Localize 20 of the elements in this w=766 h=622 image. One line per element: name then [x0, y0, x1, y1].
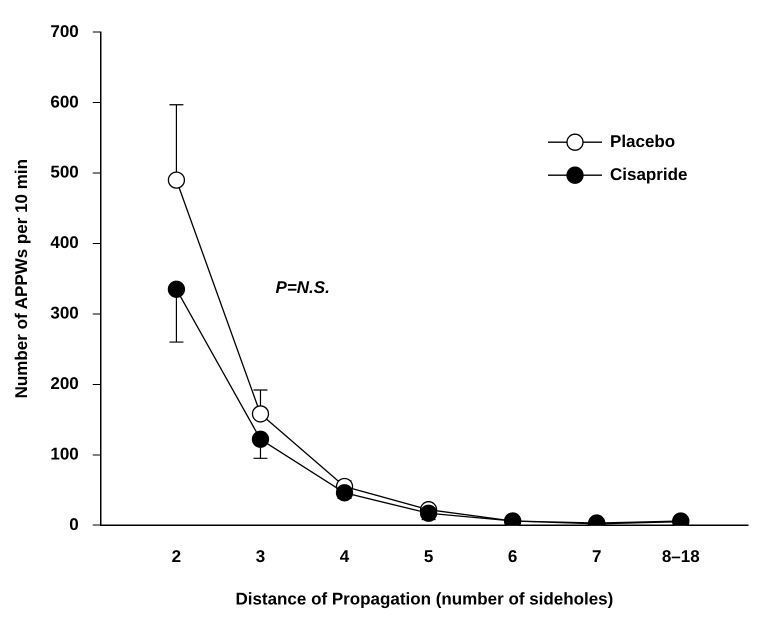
- y-tick-label: 500: [50, 162, 79, 182]
- x-tick-label: 7: [592, 547, 602, 566]
- y-tick-label: 600: [50, 92, 79, 112]
- x-tick-label: 4: [340, 547, 350, 566]
- y-tick-label: 300: [50, 304, 79, 323]
- y-axis-title: Number of APPWs per 10 min: [12, 159, 31, 398]
- y-tick-label: 0: [69, 514, 79, 534]
- y-tick-label: 700: [50, 22, 79, 41]
- legend-label: Cisapride: [610, 164, 688, 184]
- x-tick-label: 5: [424, 547, 434, 566]
- x-tick-label: 8–18: [662, 547, 700, 566]
- y-tick-label: 100: [50, 444, 79, 464]
- x-axis-title: Distance of Propagation (number of sideholes): [235, 589, 614, 608]
- legend-label: Placebo: [610, 132, 676, 151]
- y-tick-label: 200: [50, 374, 79, 394]
- x-tick-label: 6: [508, 547, 518, 566]
- y-tick-label: 400: [50, 233, 79, 252]
- annotation: P=N.S.: [276, 278, 330, 298]
- x-tick-label: 3: [256, 547, 266, 566]
- x-tick-label: 2: [172, 547, 182, 566]
